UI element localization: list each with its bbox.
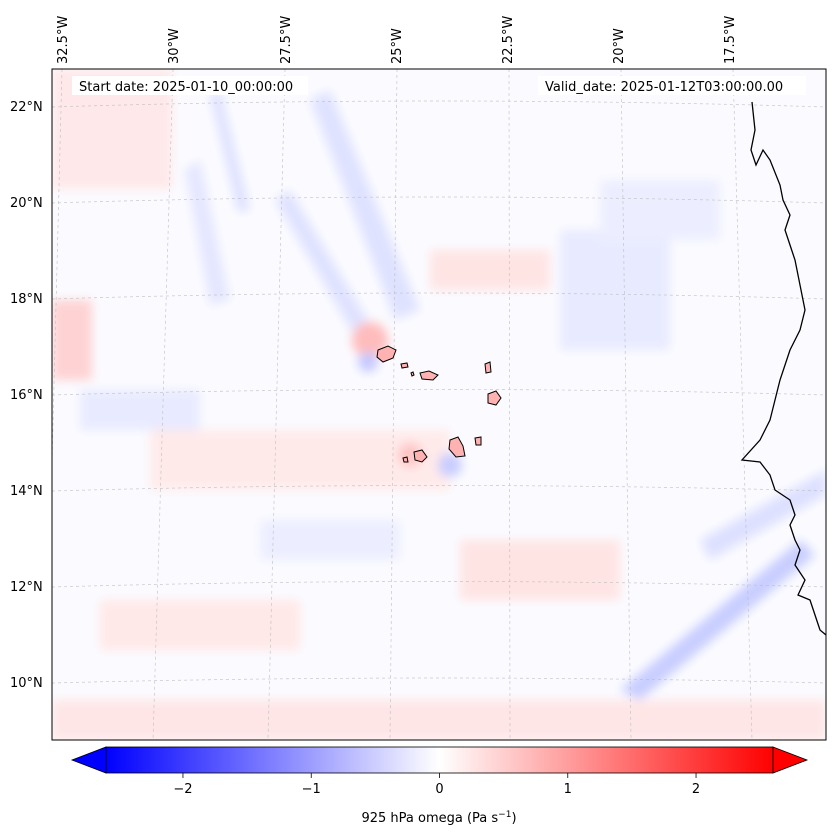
- colorbar-label-exponent: −1: [498, 810, 511, 820]
- colorbar-tick-label: 1: [564, 782, 572, 797]
- colorbar-body: [105, 746, 774, 774]
- colorbar-tick-label: −1: [302, 782, 321, 797]
- africa-coastline: [740, 101, 826, 636]
- cape-verde-islands: [376, 345, 502, 463]
- colorbar-tick-label: 0: [435, 782, 443, 797]
- colorbar-ticks: −2 −1 0 1 2: [173, 773, 700, 797]
- lat-label: 20°N: [10, 196, 43, 211]
- valid-date-label: Valid_date: 2025-01-12T03:00:00.00: [545, 80, 783, 95]
- lon-label: 27.5°W: [279, 16, 294, 64]
- lon-label: 22.5°W: [501, 16, 516, 64]
- start-date-label: Start date: 2025-01-10_00:00:00: [79, 80, 293, 95]
- map-panel: Start date: 2025-01-10_00:00:00 Valid_da…: [51, 68, 827, 741]
- latitude-labels: 22°N 20°N 18°N 16°N 14°N 12°N 10°N: [10, 100, 43, 691]
- lat-label: 18°N: [10, 292, 43, 307]
- lat-label: 10°N: [10, 676, 43, 691]
- longitude-labels: 32.5°W 30°W 27.5°W 25°W 22.5°W 20°W 17.5…: [56, 16, 738, 64]
- lon-label: 30°W: [167, 28, 182, 64]
- colorbar-extend-left: [70, 746, 107, 774]
- lat-label: 12°N: [10, 580, 43, 595]
- colorbar-tick-label: −2: [173, 782, 192, 797]
- lon-label: 17.5°W: [723, 16, 738, 64]
- colorbar: −2 −1 0 1 2 925 hPa omega (Pa s−1): [70, 746, 809, 826]
- colorbar-extend-right: [772, 746, 809, 774]
- lon-label: 32.5°W: [56, 16, 71, 64]
- lat-label: 14°N: [10, 484, 43, 499]
- lon-label: 25°W: [390, 28, 405, 64]
- colorbar-label: 925 hPa omega (Pa s−1): [361, 810, 516, 826]
- graticule: [52, 69, 826, 740]
- lat-label: 16°N: [10, 388, 43, 403]
- colorbar-label-close: ): [511, 811, 516, 826]
- colorbar-tick-label: 2: [692, 782, 700, 797]
- lat-label: 22°N: [10, 100, 43, 115]
- lon-label: 20°W: [612, 28, 627, 64]
